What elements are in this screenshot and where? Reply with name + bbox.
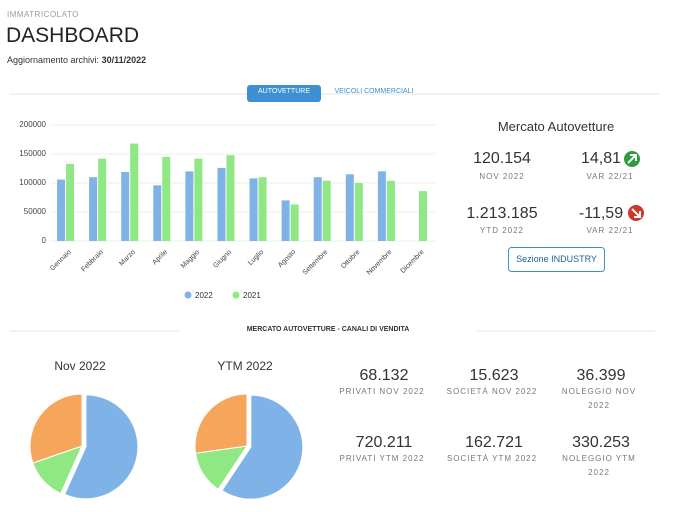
x-tick-label: Febbraio xyxy=(80,249,105,274)
kpi-value: 1.213.185 xyxy=(466,205,538,222)
x-tick-label: Agosto xyxy=(277,249,297,269)
bar xyxy=(217,167,226,241)
up-icon xyxy=(624,151,640,167)
channel-value: 720.211 xyxy=(355,434,413,451)
kpi-value: 14,81 xyxy=(580,150,622,167)
market-title: Mercato Autovetture xyxy=(497,119,615,134)
kpi-label: YTD 2022 xyxy=(479,226,525,235)
channel-label: PRIVATI NOV 2022 xyxy=(339,387,425,396)
x-tick-label: Aprile xyxy=(151,249,169,267)
update-label: Aggiornamento archivi: xyxy=(7,55,100,65)
channel-label: SOCIETÀ YTM 2022 xyxy=(446,454,538,463)
kpi-label: VAR 22/21 xyxy=(586,172,634,181)
channel-value: 36.399 xyxy=(576,367,626,384)
pie-slice xyxy=(29,393,83,464)
bar xyxy=(153,185,162,241)
active-tab-bg[interactable] xyxy=(247,85,321,102)
down-icon xyxy=(628,205,644,221)
x-tick-label: Novembre xyxy=(366,249,394,277)
page-title: DASHBOARD xyxy=(6,24,140,47)
kpi-label: NOV 2022 xyxy=(479,172,525,181)
bar xyxy=(121,171,130,241)
y-tick-label: 0 xyxy=(42,236,47,245)
legend-label: 2021 xyxy=(243,291,261,300)
bar xyxy=(313,177,322,241)
tab[interactable]: AUTOVETTURE xyxy=(258,88,310,95)
bar xyxy=(290,204,299,241)
legend-label: 2022 xyxy=(195,291,213,300)
channel-value: 15.623 xyxy=(469,367,519,384)
bar xyxy=(98,158,107,241)
x-tick-label: Marzo xyxy=(118,249,137,268)
bar xyxy=(418,191,427,241)
kpi-label: VAR 22/21 xyxy=(586,226,634,235)
bar xyxy=(226,155,235,241)
legend-swatch xyxy=(184,291,192,299)
channel-label: NOLEGGIO YTM 2022 xyxy=(562,454,636,477)
pie-slice xyxy=(221,394,304,500)
y-tick-label: 200000 xyxy=(19,120,46,129)
x-tick-label: Dicembre xyxy=(400,249,426,275)
industry-button[interactable] xyxy=(508,247,605,272)
channel-value: 68.132 xyxy=(359,367,409,384)
category: IMMATRICOLATO xyxy=(7,10,79,19)
bar xyxy=(354,183,363,241)
bar xyxy=(345,174,354,241)
y-tick-label: 150000 xyxy=(19,149,46,158)
x-tick-label: Ottobre xyxy=(340,249,362,271)
pie-slice xyxy=(63,394,139,500)
bar xyxy=(281,200,290,241)
bar xyxy=(130,143,139,241)
bar xyxy=(162,156,171,241)
legend-swatch xyxy=(232,291,240,299)
x-tick-label: Gennaio xyxy=(49,249,73,273)
pie-slice xyxy=(194,393,248,454)
bar xyxy=(377,171,386,241)
bar xyxy=(249,178,258,241)
tab[interactable]: VEICOLI COMMERCIALI xyxy=(334,88,414,95)
y-tick-label: 100000 xyxy=(19,178,46,187)
channel-value: 162.721 xyxy=(465,434,523,451)
section-title: MERCATO AUTOVETTURE - CANALI DI VENDITA xyxy=(180,326,476,333)
pie-title: Nov 2022 xyxy=(54,359,106,373)
x-tick-label: Settembre xyxy=(302,249,330,277)
bar xyxy=(386,180,395,241)
channel-label: SOCIETÀ NOV 2022 xyxy=(446,387,538,396)
x-tick-label: Giugno xyxy=(212,249,233,270)
pie-title: YTM 2022 xyxy=(217,359,273,373)
kpi-value: 120.154 xyxy=(473,150,531,167)
bar xyxy=(57,179,66,241)
channel-value: 330.253 xyxy=(572,434,630,451)
bar xyxy=(185,171,194,241)
bar xyxy=(258,177,267,241)
bar xyxy=(66,163,75,241)
x-tick-label: Luglio xyxy=(247,249,265,267)
button-label[interactable]: Sezione INDUSTRY xyxy=(516,254,597,264)
channel-label: NOLEGGIO NOV 2022 xyxy=(561,387,637,410)
bar xyxy=(89,177,98,241)
bar xyxy=(194,158,203,241)
x-tick-label: Maggio xyxy=(180,249,201,270)
y-tick-label: 50000 xyxy=(24,207,47,216)
kpi-value: -11,59 xyxy=(578,205,624,222)
channel-label: PRIVATI YTM 2022 xyxy=(339,454,425,463)
update-info: Aggiornamento archivi: 30/11/2022 xyxy=(7,55,146,65)
bar xyxy=(322,180,331,241)
update-date: 30/11/2022 xyxy=(101,55,147,65)
